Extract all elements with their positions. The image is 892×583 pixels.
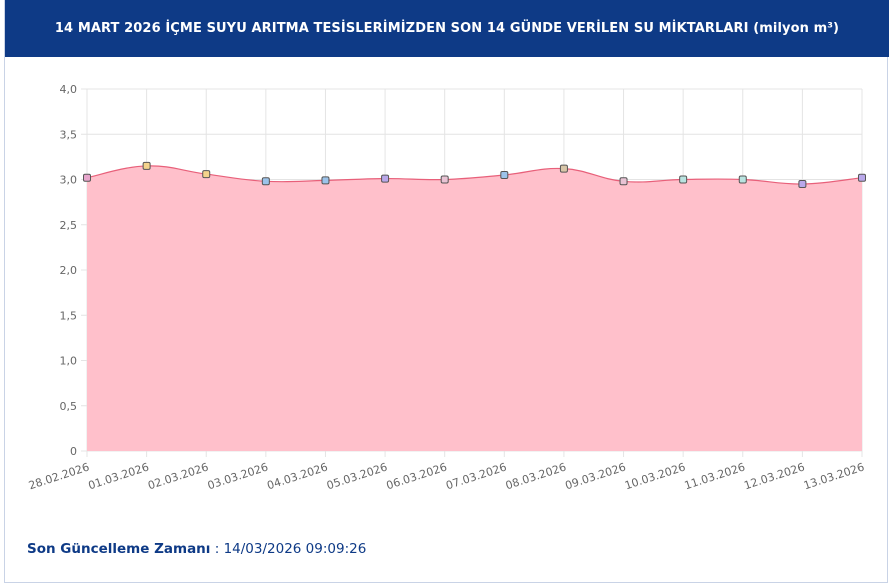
y-tick-label: 2,0: [60, 264, 78, 277]
x-tick-label: 11.03.2026: [683, 460, 747, 492]
y-tick-label: 3,0: [60, 174, 78, 187]
x-tick-label: 01.03.2026: [87, 460, 151, 492]
x-tick-label: 13.03.2026: [802, 460, 866, 492]
y-tick-label: 3,5: [60, 128, 78, 141]
data-point[interactable]: [738, 175, 747, 184]
x-tick-label: 28.02.2026: [27, 460, 91, 492]
chart-card: 14 MART 2026 İÇME SUYU ARITMA TESİSLERİM…: [4, 0, 889, 583]
data-point[interactable]: [440, 175, 449, 184]
x-tick-label: 07.03.2026: [444, 460, 508, 492]
y-tick-label: 1,5: [60, 309, 78, 322]
data-point[interactable]: [142, 161, 151, 170]
x-tick-label: 05.03.2026: [325, 460, 389, 492]
x-tick-label: 12.03.2026: [742, 460, 806, 492]
y-tick-label: 1,0: [60, 355, 78, 368]
data-point[interactable]: [321, 176, 330, 185]
data-point[interactable]: [679, 175, 688, 184]
series-line: [86, 165, 863, 185]
last-updated-separator: :: [210, 541, 224, 557]
point-layer: [83, 161, 866, 189]
data-point[interactable]: [261, 177, 270, 186]
chart-title: 14 MART 2026 İÇME SUYU ARITMA TESİSLERİM…: [54, 21, 840, 36]
chart-header: 14 MART 2026 İÇME SUYU ARITMA TESİSLERİM…: [5, 0, 889, 57]
last-updated-label: Son Güncelleme Zamanı: [27, 541, 211, 557]
data-point[interactable]: [202, 170, 211, 179]
last-updated: Son Güncelleme Zamanı : 14/03/2026 09:09…: [27, 541, 366, 557]
x-tick-label: 10.03.2026: [623, 460, 687, 492]
area-layer: [86, 165, 863, 452]
data-point[interactable]: [83, 173, 91, 182]
data-point[interactable]: [559, 164, 568, 173]
data-point[interactable]: [619, 177, 628, 186]
data-point[interactable]: [858, 173, 866, 182]
x-tick-label: 04.03.2026: [265, 460, 329, 492]
y-tick-label: 0: [70, 445, 77, 458]
x-axis-labels: 28.02.202601.03.202602.03.202603.03.2026…: [27, 460, 866, 492]
x-tick-label: 02.03.2026: [146, 460, 210, 492]
y-tick-label: 2,5: [60, 219, 78, 232]
x-tick-label: 03.03.2026: [206, 460, 270, 492]
y-axis-labels: 0 0,5 1,0 1,5 2,0 2,5 3,0 3,5 4,0: [60, 83, 78, 458]
x-tick-label: 08.03.2026: [504, 460, 568, 492]
y-tick-label: 4,0: [60, 83, 78, 96]
y-tick-label: 0,5: [60, 400, 78, 413]
x-tick-label: 09.03.2026: [564, 460, 628, 492]
area-fill: [87, 165, 862, 452]
data-point[interactable]: [500, 170, 509, 179]
data-point[interactable]: [798, 180, 807, 189]
x-tick-label: 06.03.2026: [385, 460, 449, 492]
area-chart: 0 0,5 1,0 1,5 2,0 2,5 3,0 3,5 4,0 28.02.202601.0…: [27, 83, 866, 492]
data-point[interactable]: [381, 174, 390, 183]
last-updated-value: 14/03/2026 09:09:26: [223, 541, 367, 557]
